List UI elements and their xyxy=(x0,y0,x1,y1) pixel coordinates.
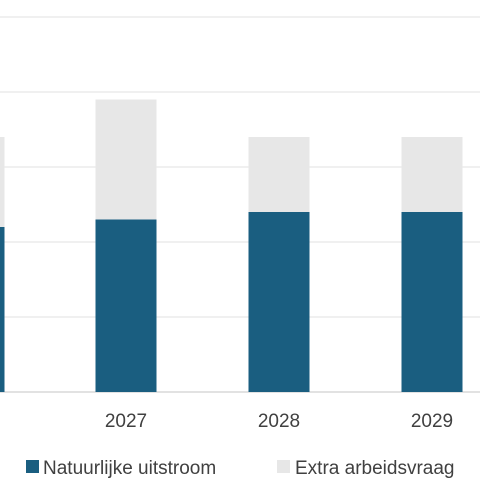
x-axis-tick-labels: 2027 2028 2029 xyxy=(105,411,453,432)
x-tick-label-2029: 2029 xyxy=(411,411,453,432)
x-tick-label-2028: 2028 xyxy=(258,411,300,432)
legend-label-extra-arbeidsvraag: Extra arbeidsvraag xyxy=(295,458,454,479)
bar-natuurlijke-uitstroom-2027 xyxy=(95,219,157,392)
legend: Natuurlijke uitstroom Extra arbeidsvraag xyxy=(26,458,454,479)
legend-swatch-extra-arbeidsvraag xyxy=(277,460,290,473)
legend-swatch-natuurlijke-uitstroom xyxy=(26,460,39,473)
bar-extra-arbeidsvraag-2028 xyxy=(248,137,310,212)
bars xyxy=(0,99,463,392)
bar-natuurlijke-uitstroom-2026 xyxy=(0,227,5,392)
bar-natuurlijke-uitstroom-2029 xyxy=(401,212,463,392)
bar-extra-arbeidsvraag-2027 xyxy=(95,99,157,220)
x-tick-label-2027: 2027 xyxy=(105,411,147,432)
bar-natuurlijke-uitstroom-2028 xyxy=(248,212,310,392)
bar-extra-arbeidsvraag-2029 xyxy=(401,137,463,212)
bar-extra-arbeidsvraag-2026 xyxy=(0,137,5,227)
gridlines xyxy=(0,16,480,393)
legend-label-natuurlijke-uitstroom: Natuurlijke uitstroom xyxy=(43,458,216,479)
